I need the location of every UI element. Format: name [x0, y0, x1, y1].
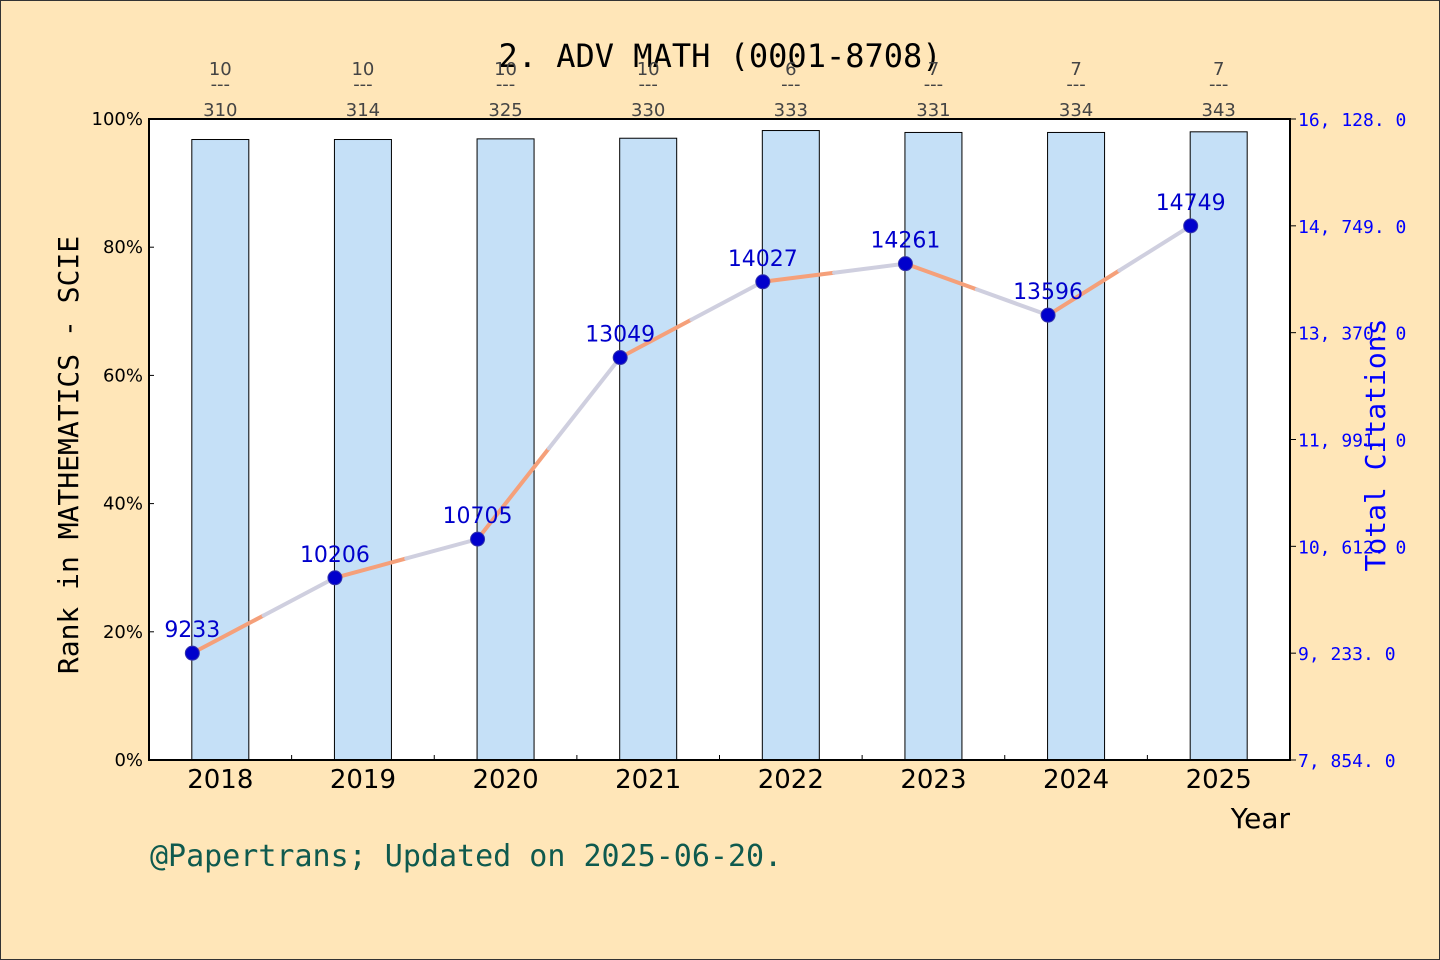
citation-line-segment: [974, 287, 1051, 318]
citation-label-2019: 10206: [300, 543, 370, 568]
rank-separator: ---: [1209, 74, 1229, 95]
citation-line-segment: [1117, 223, 1193, 273]
footer-text: @Papertrans; Updated on 2025-06-20.: [150, 839, 782, 874]
rank-value-2024: 7: [1070, 59, 1081, 80]
y2-axis-label: Total Citations: [1359, 319, 1392, 572]
bar-2020: [476, 138, 535, 761]
x-tick-label: 2018: [187, 765, 253, 795]
x-tick-label: 2020: [472, 765, 538, 795]
rank-total-2025: 343: [1202, 100, 1236, 121]
plot-area: [149, 119, 1290, 760]
citation-label-2021: 13049: [585, 323, 655, 348]
citation-label-2025: 14749: [1156, 191, 1226, 216]
citation-line-segment: [689, 279, 765, 322]
citation-line-segment: [546, 355, 623, 451]
bar-2023: [904, 131, 963, 761]
citation-line-segment: [1046, 268, 1122, 318]
right-axis: 7, 854. 0 9, 233. 0 10, 612. 0 11, 991. 0 13…: [1290, 110, 1406, 772]
y-tick-label: 20%: [103, 622, 143, 643]
y2-tick-label: 11, 991. 0: [1298, 431, 1406, 452]
rank-total-2019: 314: [346, 100, 380, 121]
rank-value-2019: 10: [351, 59, 374, 80]
rank-total-2021: 330: [631, 100, 665, 121]
left-axis: 0% 20% 40% 60% 80% 100%: [92, 109, 154, 771]
rank-separator: ---: [496, 74, 516, 95]
bars-group: [191, 130, 1248, 761]
bar-2025: [1189, 131, 1248, 761]
citation-label-2023: 14261: [870, 229, 940, 254]
x-axis: 2018 2019 2020 2021 2022 2023 2024 2025: [187, 755, 1252, 795]
x-axis-label: Year: [1230, 802, 1291, 835]
citation-line-segment: [332, 556, 409, 580]
chart-title: 2. ADV MATH (0001-8708): [498, 37, 941, 75]
rank-value-2025: 7: [1213, 59, 1224, 80]
bar-2018: [191, 139, 250, 761]
y2-tick-label: 7, 854. 0: [1298, 751, 1396, 772]
citation-line-segment: [903, 261, 979, 292]
y-tick-label: 80%: [103, 237, 143, 258]
rank-total-2022: 333: [774, 100, 808, 121]
rank-value-2020: 10: [494, 59, 517, 80]
citation-point-2025: [1183, 218, 1199, 234]
y2-tick-label: 10, 612. 0: [1298, 537, 1406, 558]
rank-separator: ---: [353, 74, 373, 95]
rank-separator: ---: [638, 74, 658, 95]
citation-point-2022: [755, 274, 771, 290]
bar-2024: [1047, 131, 1106, 761]
citation-point-2024: [1040, 307, 1056, 323]
citation-line-segment: [261, 575, 337, 618]
bar-2022: [761, 130, 820, 761]
citation-label-2020: 10705: [443, 504, 513, 529]
rank-value-2022: 6: [785, 59, 796, 80]
y2-tick-label: 13, 370. 0: [1298, 324, 1406, 345]
rank-total-2018: 310: [203, 100, 237, 121]
citation-line-segment: [832, 261, 908, 275]
y-tick-label: 0%: [114, 750, 143, 771]
x-tick-label: 2023: [900, 765, 966, 795]
rank-total-2020: 325: [488, 100, 522, 121]
citation-label-2022: 14027: [728, 247, 798, 272]
citation-point-2018: [184, 645, 200, 661]
rank-total-2024: 334: [1059, 100, 1093, 121]
citation-label-2024: 13596: [1013, 280, 1083, 305]
rank-value-2018: 10: [209, 59, 232, 80]
citation-point-2023: [897, 256, 913, 272]
x-tick-label: 2019: [330, 765, 396, 795]
y2-tick-label: 16, 128. 0: [1298, 110, 1406, 131]
y-tick-label: 40%: [103, 494, 143, 515]
bar-2021: [619, 137, 678, 761]
citation-point-2021: [612, 350, 628, 366]
citation-label-2018: 9233: [164, 618, 220, 643]
rank-labels-group: 10---31010---31410---32510---3306---3337…: [203, 59, 1236, 121]
x-tick-label: 2025: [1186, 765, 1252, 795]
y-tick-label: 100%: [92, 109, 143, 130]
rank-value-2023: 7: [928, 59, 939, 80]
rank-value-2021: 10: [637, 59, 660, 80]
citation-line-segment: [760, 270, 837, 284]
citation-line-segment: [618, 317, 694, 360]
bar-2019: [333, 139, 392, 761]
rank-separator: ---: [211, 74, 231, 95]
y-tick-label: 60%: [103, 365, 143, 386]
citation-point-2019: [327, 570, 343, 586]
citation-line-segment: [190, 613, 266, 656]
citation-line-group: 9233 10206 10705 13049 14027 14261 13596 14749: [164, 191, 1226, 661]
rank-separator: ---: [924, 74, 944, 95]
x-tick-label: 2021: [615, 765, 681, 795]
citation-line-segment: [404, 537, 480, 561]
rank-separator: ---: [781, 74, 801, 95]
x-tick-label: 2024: [1043, 765, 1109, 795]
citation-line-segment: [475, 446, 551, 542]
y2-tick-label: 9, 233. 0: [1298, 644, 1396, 665]
y-axis-label: Rank in MATHEMATICS - SCIE: [52, 236, 85, 674]
x-tick-label: 2022: [758, 765, 824, 795]
citation-point-2020: [470, 531, 486, 547]
rank-total-2023: 331: [916, 100, 950, 121]
rank-separator: ---: [1066, 74, 1086, 95]
y2-tick-label: 14, 749. 0: [1298, 217, 1406, 238]
